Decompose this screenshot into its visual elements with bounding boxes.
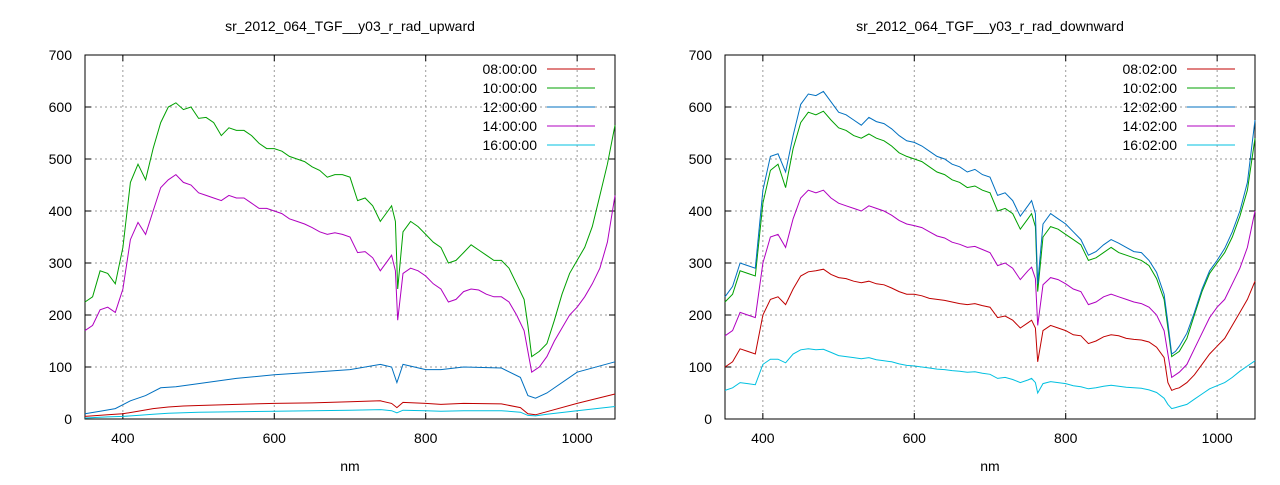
legend-label: 16:02:00 bbox=[1123, 137, 1178, 153]
x-axis-label: nm bbox=[980, 458, 999, 474]
x-tick-label: 800 bbox=[414, 430, 438, 446]
x-axis-label: nm bbox=[340, 458, 359, 474]
plot-frame bbox=[724, 54, 1256, 420]
x-tick-label: 1000 bbox=[562, 430, 593, 446]
y-tick-label: 700 bbox=[49, 47, 73, 63]
x-tick-label: 600 bbox=[263, 430, 287, 446]
y-tick-label: 0 bbox=[64, 411, 72, 427]
chart-title: sr_2012_064_TGF__y03_r_rad_upward bbox=[225, 18, 475, 34]
chart-title: sr_2012_064_TGF__y03_r_rad_downward bbox=[856, 18, 1124, 34]
y-tick-label: 200 bbox=[49, 307, 73, 323]
series-line bbox=[724, 268, 1256, 392]
series-line bbox=[724, 348, 1256, 410]
legend-label: 12:00:00 bbox=[483, 99, 538, 115]
legend-label: 14:02:00 bbox=[1123, 118, 1178, 134]
series-line bbox=[84, 173, 616, 374]
y-tick-label: 100 bbox=[689, 359, 713, 375]
series-line bbox=[724, 90, 1256, 355]
y-tick-label: 300 bbox=[689, 255, 713, 271]
series-line bbox=[84, 102, 616, 358]
legend-label: 16:00:00 bbox=[483, 137, 538, 153]
series-line bbox=[84, 406, 616, 419]
y-tick-label: 0 bbox=[704, 411, 712, 427]
y-tick-label: 600 bbox=[49, 99, 73, 115]
legend-label: 10:02:00 bbox=[1123, 80, 1178, 96]
x-tick-label: 400 bbox=[111, 430, 135, 446]
legend-label: 10:00:00 bbox=[483, 80, 538, 96]
x-tick-label: 800 bbox=[1054, 430, 1078, 446]
legend-label: 12:02:00 bbox=[1123, 99, 1178, 115]
y-tick-label: 400 bbox=[49, 203, 73, 219]
plot-frame bbox=[84, 54, 616, 420]
legend-label: 08:00:00 bbox=[483, 61, 538, 77]
series-line bbox=[84, 393, 616, 417]
y-tick-label: 100 bbox=[49, 359, 73, 375]
series-line bbox=[84, 361, 616, 415]
y-tick-label: 300 bbox=[49, 255, 73, 271]
y-tick-label: 700 bbox=[689, 47, 713, 63]
x-tick-label: 600 bbox=[903, 430, 927, 446]
y-tick-label: 200 bbox=[689, 307, 713, 323]
legend-label: 08:02:00 bbox=[1123, 61, 1178, 77]
x-tick-label: 400 bbox=[751, 430, 775, 446]
y-tick-label: 600 bbox=[689, 99, 713, 115]
y-tick-label: 500 bbox=[689, 151, 713, 167]
x-tick-label: 1000 bbox=[1202, 430, 1233, 446]
series-line bbox=[724, 189, 1256, 379]
y-tick-label: 400 bbox=[689, 203, 713, 219]
y-tick-label: 500 bbox=[49, 151, 73, 167]
legend-label: 14:00:00 bbox=[483, 118, 538, 134]
